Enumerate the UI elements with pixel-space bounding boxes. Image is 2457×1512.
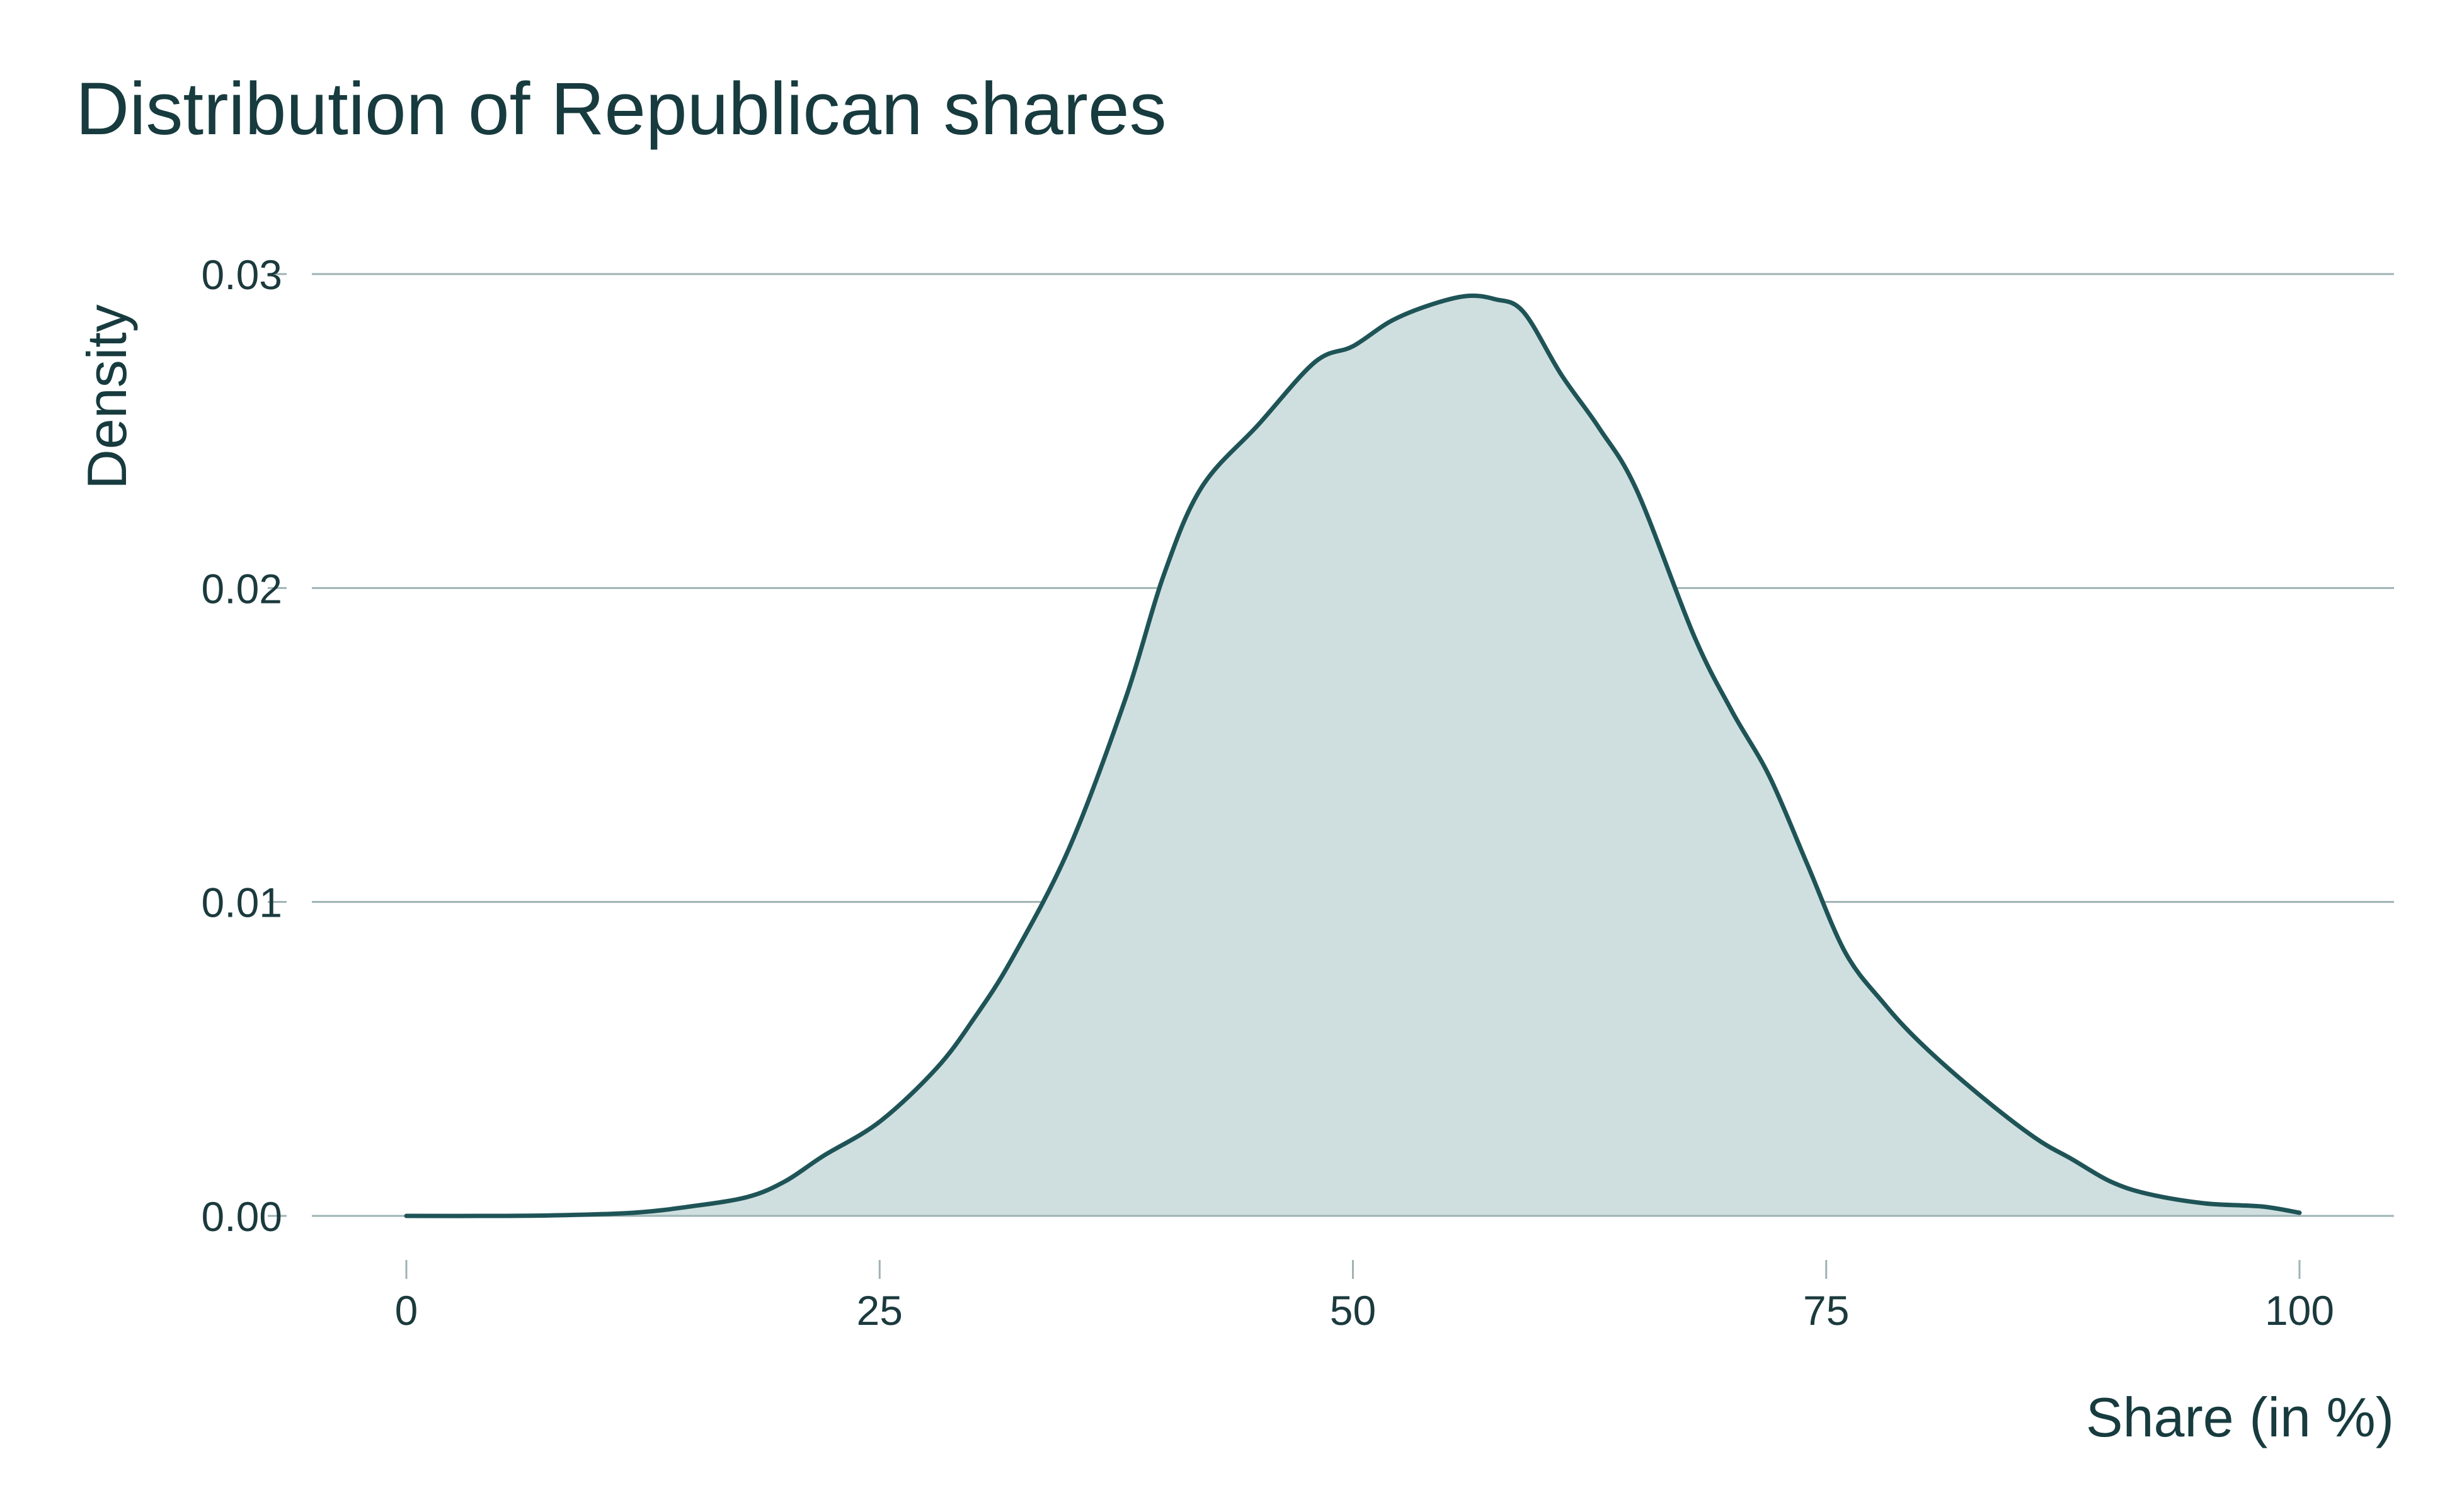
y-tick-label: 0.00 — [202, 1193, 282, 1240]
y-axis: 0.00 0.01 0.02 0.03 — [202, 251, 287, 1240]
x-axis: 0 25 50 75 100 — [395, 1260, 2334, 1334]
x-tick-label: 100 — [2265, 1287, 2334, 1334]
x-tick-label: 75 — [1803, 1287, 1849, 1334]
y-axis-label: Density — [76, 304, 138, 489]
y-tick-label: 0.02 — [202, 565, 282, 612]
density-line — [404, 293, 2302, 1218]
chart-title: Distribution of Republican shares — [76, 67, 1167, 151]
x-tick-label: 0 — [395, 1287, 418, 1334]
x-tick-label: 25 — [857, 1287, 903, 1334]
y-tick-label: 0.03 — [202, 251, 282, 298]
x-tick-label: 50 — [1330, 1287, 1376, 1334]
density-area — [312, 293, 2394, 1218]
density-fill — [406, 295, 2300, 1217]
x-axis-label: Share (in %) — [2086, 1386, 2394, 1448]
y-tick-label: 0.01 — [202, 879, 282, 926]
